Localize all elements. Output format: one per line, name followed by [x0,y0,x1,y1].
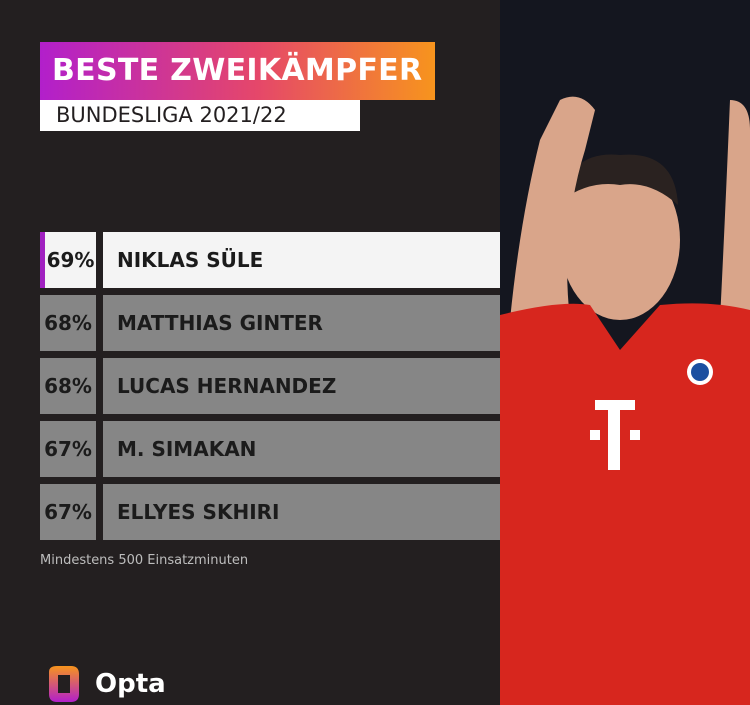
player-photo [500,0,750,705]
table-row: 67% ELLYES SKHIRI [40,484,500,540]
logo-text: Opta [95,669,166,699]
percentage: 69% [40,232,96,288]
player-name: LUCAS HERNANDEZ [103,358,500,414]
logo-mark [49,666,79,702]
footnote: Mindestens 500 Einsatzminuten [40,553,249,568]
table-row: 68% LUCAS HERNANDEZ [40,358,500,414]
table-row: 69% NIKLAS SÜLE [40,232,500,288]
table-row: 67% M. SIMAKAN [40,421,500,477]
title: BESTE ZWEIKÄMPFER [40,42,435,100]
player-name: NIKLAS SÜLE [103,232,500,288]
percentage: 67% [40,421,96,477]
player-name: MATTHIAS GINTER [103,295,500,351]
percentage: 67% [40,484,96,540]
subtitle: BUNDESLIGA 2021/22 [40,100,360,131]
logo: Opta [49,666,166,702]
player-name: ELLYES SKHIRI [103,484,500,540]
player-name: M. SIMAKAN [103,421,500,477]
table-row: 68% MATTHIAS GINTER [40,295,500,351]
panel: BESTE ZWEIKÄMPFER BUNDESLIGA 2021/22 69%… [40,42,500,702]
percentage: 68% [40,295,96,351]
percentage: 68% [40,358,96,414]
